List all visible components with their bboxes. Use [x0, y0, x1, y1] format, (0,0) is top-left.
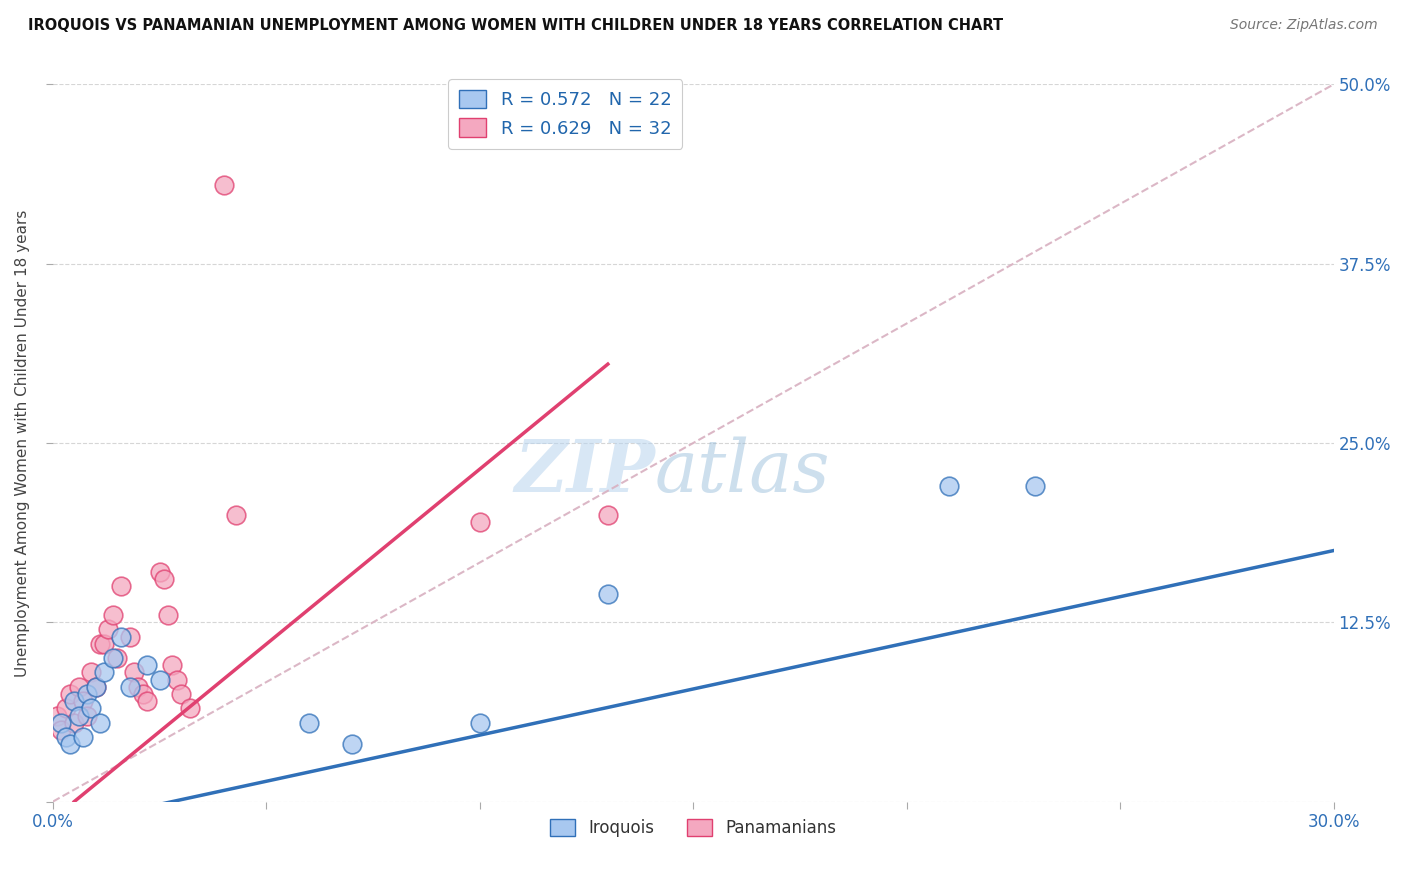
- Point: [157, 608, 180, 623]
- Legend: Iroquois, Panamanians: Iroquois, Panamanians: [543, 812, 844, 844]
- Point: [67, 708, 90, 723]
- Point: [101, 608, 124, 623]
- Point: [149, 673, 172, 687]
- Point: [110, 630, 132, 644]
- Point: [46, 708, 69, 723]
- Point: [340, 737, 363, 751]
- Point: [93, 665, 115, 680]
- Text: atlas: atlas: [655, 436, 831, 507]
- Point: [122, 665, 145, 680]
- Point: [162, 658, 184, 673]
- Point: [298, 715, 321, 730]
- Point: [55, 701, 77, 715]
- Point: [153, 572, 176, 586]
- Point: [135, 694, 157, 708]
- Point: [59, 737, 82, 751]
- Point: [596, 508, 619, 522]
- Point: [84, 680, 107, 694]
- Point: [105, 651, 128, 665]
- Point: [118, 630, 141, 644]
- Point: [127, 680, 149, 694]
- Point: [118, 680, 141, 694]
- Point: [179, 701, 201, 715]
- Point: [166, 673, 188, 687]
- Point: [51, 723, 73, 737]
- Point: [59, 687, 82, 701]
- Point: [67, 680, 90, 694]
- Point: [80, 665, 103, 680]
- Point: [212, 178, 235, 192]
- Point: [63, 694, 86, 708]
- Point: [101, 651, 124, 665]
- Point: [938, 479, 960, 493]
- Point: [135, 658, 157, 673]
- Point: [596, 586, 619, 600]
- Point: [76, 708, 98, 723]
- Point: [93, 637, 115, 651]
- Point: [72, 730, 94, 744]
- Point: [51, 715, 73, 730]
- Text: ZIP: ZIP: [515, 436, 655, 508]
- Point: [131, 687, 153, 701]
- Point: [84, 680, 107, 694]
- Point: [225, 508, 247, 522]
- Point: [72, 694, 94, 708]
- Point: [63, 715, 86, 730]
- Point: [89, 637, 111, 651]
- Point: [80, 701, 103, 715]
- Text: IROQUOIS VS PANAMANIAN UNEMPLOYMENT AMONG WOMEN WITH CHILDREN UNDER 18 YEARS COR: IROQUOIS VS PANAMANIAN UNEMPLOYMENT AMON…: [28, 18, 1004, 33]
- Point: [1024, 479, 1046, 493]
- Point: [55, 730, 77, 744]
- Point: [170, 687, 193, 701]
- Point: [468, 715, 491, 730]
- Point: [149, 565, 172, 579]
- Point: [110, 579, 132, 593]
- Point: [97, 623, 120, 637]
- Text: Source: ZipAtlas.com: Source: ZipAtlas.com: [1230, 18, 1378, 32]
- Y-axis label: Unemployment Among Women with Children Under 18 years: Unemployment Among Women with Children U…: [15, 210, 30, 677]
- Point: [76, 687, 98, 701]
- Point: [89, 715, 111, 730]
- Point: [468, 515, 491, 529]
